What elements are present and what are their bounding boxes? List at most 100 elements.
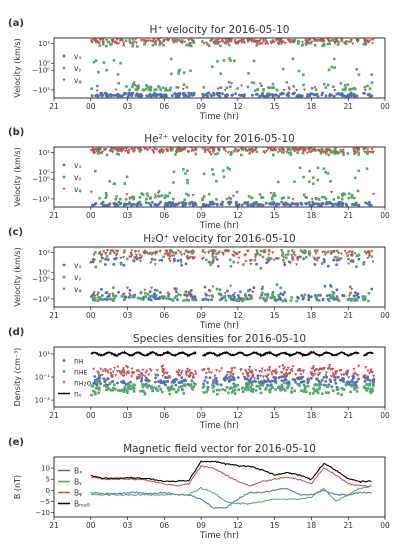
data-point — [135, 369, 139, 373]
data-point — [354, 151, 358, 154]
data-point — [238, 93, 241, 97]
data-point — [343, 84, 347, 87]
data-point — [282, 148, 285, 152]
data-point — [140, 192, 144, 195]
data-point — [227, 294, 230, 298]
data-point — [93, 392, 97, 396]
data-point — [242, 375, 246, 379]
data-point — [288, 41, 292, 44]
data-point — [219, 72, 222, 75]
data-point — [335, 149, 338, 153]
data-point — [282, 196, 286, 200]
data-point — [255, 249, 259, 253]
data-point — [156, 373, 160, 377]
data-point — [160, 42, 164, 45]
x-tick-label: 00 — [86, 211, 96, 220]
data-point — [256, 88, 260, 91]
data-point — [202, 195, 206, 198]
data-point — [255, 42, 259, 45]
data-point — [147, 373, 151, 377]
data-point — [109, 375, 113, 378]
data-point — [237, 388, 240, 391]
data-point — [217, 148, 221, 151]
data-point — [271, 87, 275, 90]
data-point — [282, 256, 286, 259]
data-point — [104, 257, 108, 261]
data-point — [143, 249, 147, 253]
data-point — [184, 291, 188, 294]
data-point — [291, 258, 295, 261]
data-point — [369, 379, 372, 382]
data-point — [254, 389, 258, 392]
data-point — [283, 389, 287, 392]
data-point — [129, 380, 133, 384]
data-point — [225, 386, 229, 389]
data-point — [204, 148, 208, 152]
data-point — [349, 390, 352, 394]
data-point — [148, 296, 152, 299]
data-point — [271, 40, 275, 44]
data-point — [211, 255, 215, 258]
data-point — [244, 260, 248, 263]
data-point — [333, 378, 337, 382]
data-point — [106, 295, 110, 299]
data-point — [142, 251, 145, 254]
data-point — [341, 294, 345, 297]
data-point — [272, 192, 276, 195]
data-point — [227, 196, 231, 200]
data-point — [229, 371, 233, 375]
data-point — [284, 254, 288, 257]
data-point — [266, 42, 270, 46]
data-point — [335, 288, 339, 292]
data-point — [241, 38, 245, 42]
data-point — [140, 379, 143, 383]
data-point — [112, 299, 115, 302]
data-point — [297, 69, 301, 73]
data-point — [89, 190, 93, 194]
series-2 — [92, 364, 376, 381]
data-point — [162, 43, 165, 47]
data-point — [150, 294, 154, 298]
data-point — [342, 151, 346, 155]
data-point — [178, 385, 181, 389]
series-line-1 — [90, 484, 372, 505]
data-point — [152, 151, 156, 155]
data-point — [368, 87, 372, 90]
data-point — [292, 250, 296, 254]
data-point — [346, 83, 350, 86]
data-point — [130, 375, 134, 378]
data-point — [117, 82, 121, 85]
data-point — [140, 372, 143, 375]
data-point — [241, 148, 245, 152]
data-point — [310, 40, 314, 44]
data-point — [282, 151, 285, 154]
data-point — [350, 254, 354, 258]
data-point — [158, 40, 162, 43]
data-point — [371, 42, 375, 45]
data-point — [173, 203, 176, 207]
data-point — [159, 200, 163, 204]
data-point — [337, 151, 341, 155]
data-point — [103, 384, 106, 387]
data-point — [97, 372, 101, 375]
data-point — [109, 389, 113, 392]
data-point — [294, 373, 298, 377]
data-point — [123, 298, 127, 301]
data-point — [250, 382, 254, 385]
data-point — [281, 364, 285, 368]
data-point — [255, 150, 259, 154]
data-point — [248, 370, 252, 374]
data-point — [153, 88, 156, 92]
data-point — [270, 373, 274, 377]
data-point — [209, 203, 213, 206]
data-point — [212, 148, 216, 152]
data-point — [200, 258, 204, 261]
data-point — [328, 293, 332, 297]
y-tick-label: 10⁻³ — [35, 397, 51, 405]
data-point — [352, 147, 356, 150]
data-point — [322, 376, 326, 379]
data-point — [104, 370, 107, 373]
data-point — [286, 202, 290, 206]
data-point — [187, 150, 191, 154]
data-point — [158, 259, 161, 263]
